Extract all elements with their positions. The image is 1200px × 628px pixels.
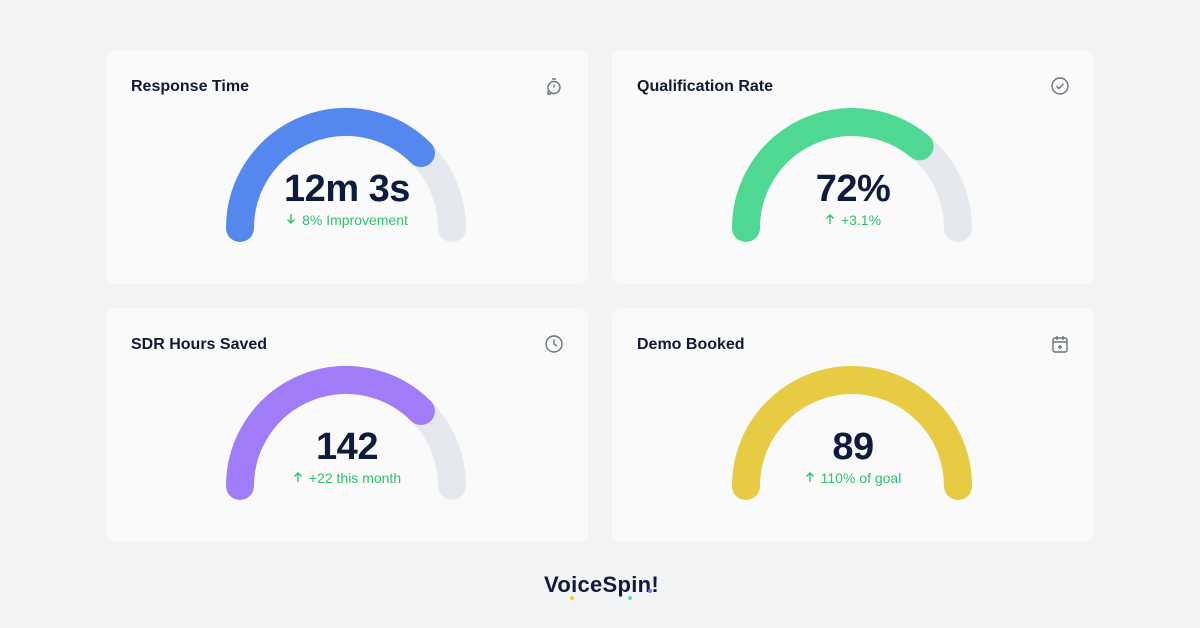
card-title: Demo Booked — [637, 336, 745, 353]
calendar-plus-icon — [1052, 336, 1068, 353]
gauge-fill — [226, 366, 435, 500]
gauge — [732, 366, 972, 500]
metric-card: Response Time 12m 3s 8% Improvement — [106, 50, 588, 284]
metric-change: +22 this month — [106, 470, 588, 486]
metric-change: +3.1% — [612, 212, 1094, 228]
metric-value: 142 — [316, 426, 378, 468]
gauge — [226, 366, 466, 500]
gauge-fill — [732, 108, 934, 242]
metric-card: Demo Booked 89 110% of goal — [612, 308, 1094, 542]
metric-change: 8% Improvement — [106, 212, 588, 228]
card-title: Response Time — [131, 78, 249, 95]
metric-value: 12m 3s — [284, 168, 410, 210]
metric-value: 72% — [815, 168, 891, 210]
card-title: SDR Hours Saved — [131, 336, 268, 353]
timer-icon — [547, 78, 561, 95]
gauge-fill — [732, 366, 972, 500]
metric-card: SDR Hours Saved 142 +22 this month — [106, 308, 588, 542]
metric-change: 110% of goal — [612, 470, 1094, 486]
card-title: Qualification Rate — [637, 78, 774, 95]
metric-card: Qualification Rate 72% +3.1% — [612, 50, 1094, 284]
arrow-down-icon — [287, 214, 296, 224]
arrow-up-icon — [805, 472, 814, 482]
gauge — [226, 108, 466, 242]
voicespin-logo: VoiceSpin! — [544, 572, 659, 600]
gauge-fill — [226, 108, 435, 242]
arrow-up-icon — [825, 214, 834, 224]
arrow-up-icon — [293, 472, 302, 482]
clock-icon — [545, 335, 563, 353]
check-circle-icon — [1051, 77, 1069, 95]
gauge — [732, 108, 972, 242]
metric-value: 89 — [832, 426, 874, 468]
